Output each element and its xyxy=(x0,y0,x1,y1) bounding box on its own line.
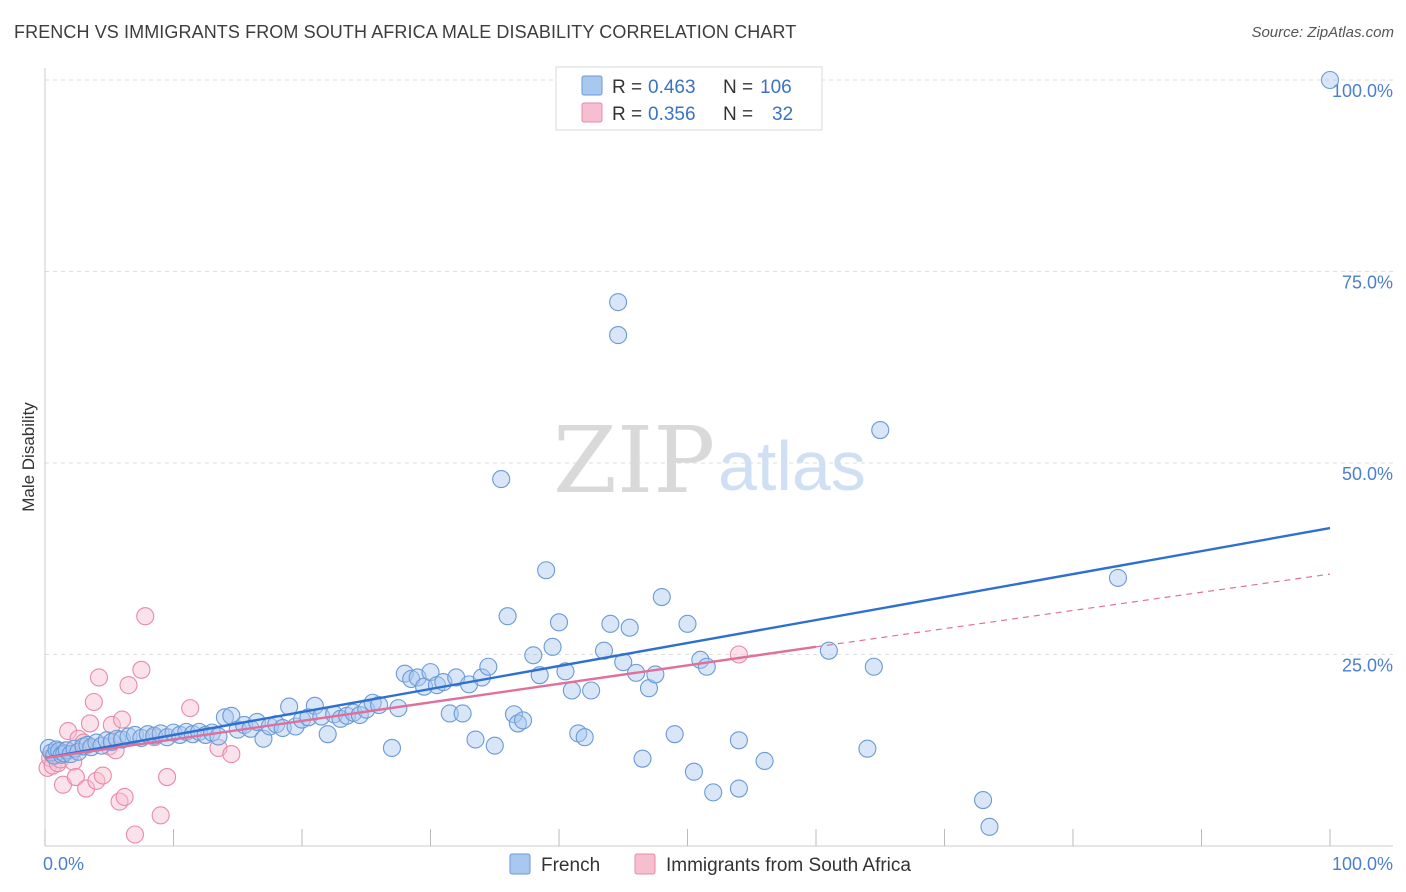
french-point xyxy=(466,730,485,749)
sa-point xyxy=(729,645,748,664)
french-point xyxy=(1320,70,1340,90)
watermark-atlas: atlas xyxy=(718,427,866,505)
sa-point xyxy=(77,779,96,798)
french-point xyxy=(704,783,723,802)
french-point xyxy=(485,736,504,755)
bottom-legend-french-swatch xyxy=(509,853,531,875)
chart-title: FRENCH VS IMMIGRANTS FROM SOUTH AFRICA M… xyxy=(14,22,797,42)
legend-french-r-label: R = xyxy=(612,77,642,98)
french-point xyxy=(601,614,620,633)
sa-point xyxy=(119,676,138,695)
french-point xyxy=(575,728,594,747)
sa-point xyxy=(66,768,85,787)
sa-points xyxy=(38,607,748,844)
french-point xyxy=(492,470,511,489)
french-point xyxy=(453,704,472,723)
legend-french-swatch xyxy=(581,75,603,96)
french-point xyxy=(582,681,601,700)
french-point xyxy=(620,618,639,637)
french-point xyxy=(678,614,697,633)
french-point xyxy=(609,326,628,345)
french-point xyxy=(980,817,999,836)
legend-sa-n-label: N = xyxy=(723,104,753,125)
french-point xyxy=(652,587,671,607)
legend-french-n-value: 106 xyxy=(760,77,792,98)
x-tick-label-min: 0.0% xyxy=(43,854,84,874)
trend-lines xyxy=(44,526,1331,760)
grid-layer xyxy=(45,79,1393,655)
sa-point xyxy=(136,607,155,626)
french-point xyxy=(871,421,890,440)
french-point xyxy=(537,561,556,580)
legend-french-n-label: N = xyxy=(723,77,753,98)
french-trend-line xyxy=(44,526,1331,760)
french-point xyxy=(858,739,877,758)
french-point xyxy=(479,657,498,676)
y-tick-labels: 25.0% 50.0% 75.0% 100.0% xyxy=(1332,81,1393,676)
y-tick-label: 100.0% xyxy=(1332,81,1393,101)
french-point xyxy=(549,613,569,632)
french-point xyxy=(524,646,543,665)
sa-point xyxy=(158,768,177,787)
sa-point xyxy=(132,660,151,679)
legend-sa-r-label: R = xyxy=(612,104,642,125)
sa-point xyxy=(93,766,112,785)
french-point xyxy=(440,704,459,723)
french-point xyxy=(609,293,628,312)
legend-sa-swatch xyxy=(581,102,603,123)
french-point xyxy=(1108,568,1128,587)
bottom-legend: French Immigrants from South Africa xyxy=(509,853,911,876)
french-point xyxy=(665,725,684,744)
french-point xyxy=(209,727,228,746)
french-point xyxy=(594,641,614,660)
sa-point xyxy=(125,825,144,844)
french-point xyxy=(729,731,748,750)
french-point xyxy=(513,711,533,730)
legend-sa-n-value: 32 xyxy=(772,104,793,125)
french-point xyxy=(382,738,402,758)
french-point xyxy=(318,725,337,744)
sa-point xyxy=(113,710,132,729)
source-label: Source: ZipAtlas.com xyxy=(1251,24,1394,41)
x-tick-label-max: 100.0% xyxy=(1332,854,1393,874)
sa-trend-extension xyxy=(815,573,1331,648)
y-tick-label: 50.0% xyxy=(1342,464,1393,484)
legend-sa-r-value: 0.356 xyxy=(648,104,696,125)
sa-point xyxy=(80,714,100,733)
bottom-legend-french-label: French xyxy=(541,855,600,876)
french-point xyxy=(973,790,993,810)
sa-point xyxy=(222,745,241,764)
french-point xyxy=(755,751,774,771)
french-point xyxy=(504,705,524,724)
y-tick-label: 75.0% xyxy=(1342,273,1393,293)
sa-point xyxy=(59,722,78,741)
french-point xyxy=(684,762,703,781)
legend-box: R = 0.463 N = 106 R = 0.356 N = 32 xyxy=(555,66,823,131)
bottom-legend-sa-swatch xyxy=(634,853,656,875)
french-point xyxy=(864,657,883,676)
french-point xyxy=(819,641,838,660)
french-point xyxy=(498,607,517,626)
sa-point xyxy=(181,699,200,718)
french-point xyxy=(633,749,652,768)
sa-point xyxy=(115,787,134,807)
french-point xyxy=(543,637,562,656)
french-point xyxy=(556,662,575,681)
french-point xyxy=(562,681,581,700)
sa-point xyxy=(89,668,109,687)
y-tick-label: 25.0% xyxy=(1342,656,1393,676)
x-ticks xyxy=(44,829,1331,846)
watermark-zip: ZIP xyxy=(553,407,715,514)
sa-trend-line xyxy=(44,645,817,760)
bottom-legend-sa-label: Immigrants from South Africa xyxy=(666,855,911,876)
sa-point xyxy=(151,806,170,825)
y-axis-title: Male Disability xyxy=(19,402,38,512)
axis-layer xyxy=(44,68,1393,847)
french-point xyxy=(729,779,748,798)
french-point xyxy=(508,714,527,733)
sa-point xyxy=(84,692,103,712)
legend-french-r-value: 0.463 xyxy=(648,77,696,98)
